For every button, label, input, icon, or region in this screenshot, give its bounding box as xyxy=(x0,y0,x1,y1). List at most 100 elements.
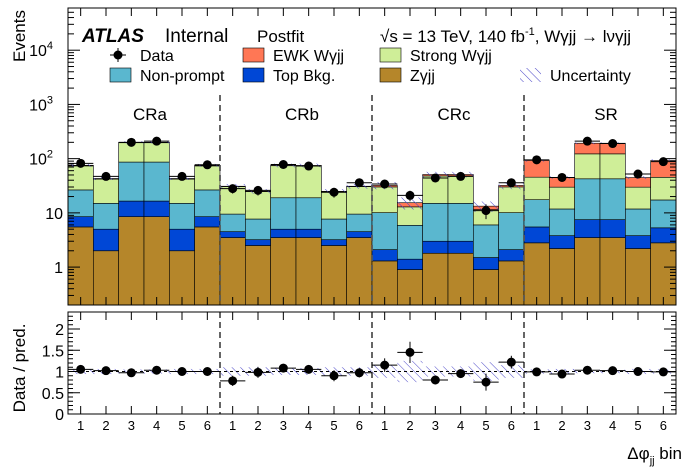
bar-segment xyxy=(270,237,297,305)
bar-segment xyxy=(143,216,170,305)
y-tick-label: 10 xyxy=(45,206,63,223)
ratio-points xyxy=(68,341,676,391)
legend-label: Uncertainty xyxy=(550,68,631,85)
bar-segment xyxy=(169,178,195,204)
legend-label: EWK Wγjj xyxy=(273,48,344,65)
data-point xyxy=(228,184,238,194)
legend-swatch xyxy=(379,47,402,63)
bar-segment xyxy=(625,235,651,249)
bar-segment xyxy=(321,245,347,305)
bar-segment xyxy=(523,199,550,228)
uncertainty-band xyxy=(397,197,423,210)
legend-swatch xyxy=(242,67,265,83)
x-tick-label: 1 xyxy=(77,418,84,433)
bar-segment xyxy=(498,249,525,262)
ratio-point xyxy=(101,366,111,376)
x-tick-label: 3 xyxy=(280,418,287,433)
legend-swatch xyxy=(242,47,265,63)
bar-segment xyxy=(397,206,423,226)
data-point xyxy=(481,206,491,216)
bar-segment xyxy=(93,250,119,305)
data-point xyxy=(380,179,390,189)
legend-label: Top Bkg. xyxy=(273,68,335,85)
x-tick-label: 3 xyxy=(128,418,135,433)
bar-segment xyxy=(346,231,373,238)
ratio-point xyxy=(481,377,491,387)
legend-label: Strong Wγjj xyxy=(410,48,492,65)
bar-segment xyxy=(118,161,145,202)
legend-label: Data xyxy=(140,48,174,65)
x-tick-label: 2 xyxy=(406,418,413,433)
ratio-point xyxy=(329,371,339,381)
ratio-point xyxy=(557,369,567,379)
legend-marker xyxy=(113,50,123,60)
bar-segment xyxy=(321,218,347,241)
bar-segment xyxy=(346,237,373,305)
data-point xyxy=(152,136,162,146)
bar-segment xyxy=(321,239,347,246)
bar-segment xyxy=(523,226,550,244)
bar-segment xyxy=(371,212,398,250)
ratio-point xyxy=(532,367,542,377)
ratio-point xyxy=(582,365,592,375)
legend-label: Zγjj xyxy=(410,68,435,85)
bar-segment xyxy=(523,242,550,305)
x-tick-label: 1 xyxy=(229,418,236,433)
legend-swatch xyxy=(379,67,402,83)
bar-segment xyxy=(650,227,676,244)
data-point xyxy=(354,178,364,188)
bar-segment xyxy=(245,245,271,305)
bar-segment xyxy=(143,161,170,202)
energy-sup: -1 xyxy=(525,26,535,38)
stacked-bars xyxy=(68,141,676,305)
x-tick-label: 4 xyxy=(457,418,464,433)
bar-segment xyxy=(599,153,626,180)
bar-segment xyxy=(422,203,449,242)
bar-segment xyxy=(194,189,221,217)
x-tick-label: 6 xyxy=(508,418,515,433)
ratio-tick-label: 1.5 xyxy=(42,343,64,360)
x-axis: 1 2 3 4 5 6 1 2 3 4 5 6 1 2 3 4 5 6 1 2 3 4 5 6 xyxy=(77,8,667,433)
bar-segment xyxy=(498,212,525,250)
ratio-uncertainty-band xyxy=(473,362,499,381)
bar-segment xyxy=(118,216,145,305)
ratio-tick-label: 2 xyxy=(55,322,64,339)
bar-segment xyxy=(346,213,373,232)
bar-segment xyxy=(447,203,474,242)
ratio-point xyxy=(633,367,643,376)
y-axis-main: 1 10 102 103 104 xyxy=(29,11,676,296)
bar-segment xyxy=(447,252,474,305)
y-tick-label: 104 xyxy=(29,40,53,60)
x-tick-label: 6 xyxy=(204,418,211,433)
bar-segment xyxy=(549,248,575,305)
ratio-point xyxy=(354,368,364,378)
bar-segment xyxy=(245,191,271,220)
bar-segment xyxy=(549,235,575,249)
bar-segment xyxy=(194,165,221,191)
legend-swatch xyxy=(109,67,132,83)
legend-label: Non-prompt xyxy=(140,68,225,85)
bar-segment xyxy=(523,176,550,200)
bar-segment xyxy=(219,231,246,238)
data-point xyxy=(278,159,288,169)
ratio-point xyxy=(228,376,238,386)
atlas-label: ATLAS xyxy=(81,26,144,47)
bar-segment xyxy=(625,186,651,210)
bar-segment xyxy=(625,208,651,236)
bar-segment xyxy=(371,249,398,262)
bar-segment xyxy=(599,219,626,238)
bar-segment xyxy=(397,224,423,260)
x-tick-label: 3 xyxy=(432,418,439,433)
x-tick-label: 1 xyxy=(533,418,540,433)
bar-segment xyxy=(650,199,676,229)
bar-segment xyxy=(143,200,170,217)
ratio-point xyxy=(608,366,618,376)
ratio-point xyxy=(430,375,440,385)
bar-segment xyxy=(169,228,195,252)
data-point xyxy=(506,178,516,188)
main-frame xyxy=(67,7,677,306)
data-point xyxy=(633,169,643,179)
ratio-point xyxy=(278,363,288,373)
ratio-point xyxy=(506,357,516,367)
x-tick-label: 3 xyxy=(584,418,591,433)
